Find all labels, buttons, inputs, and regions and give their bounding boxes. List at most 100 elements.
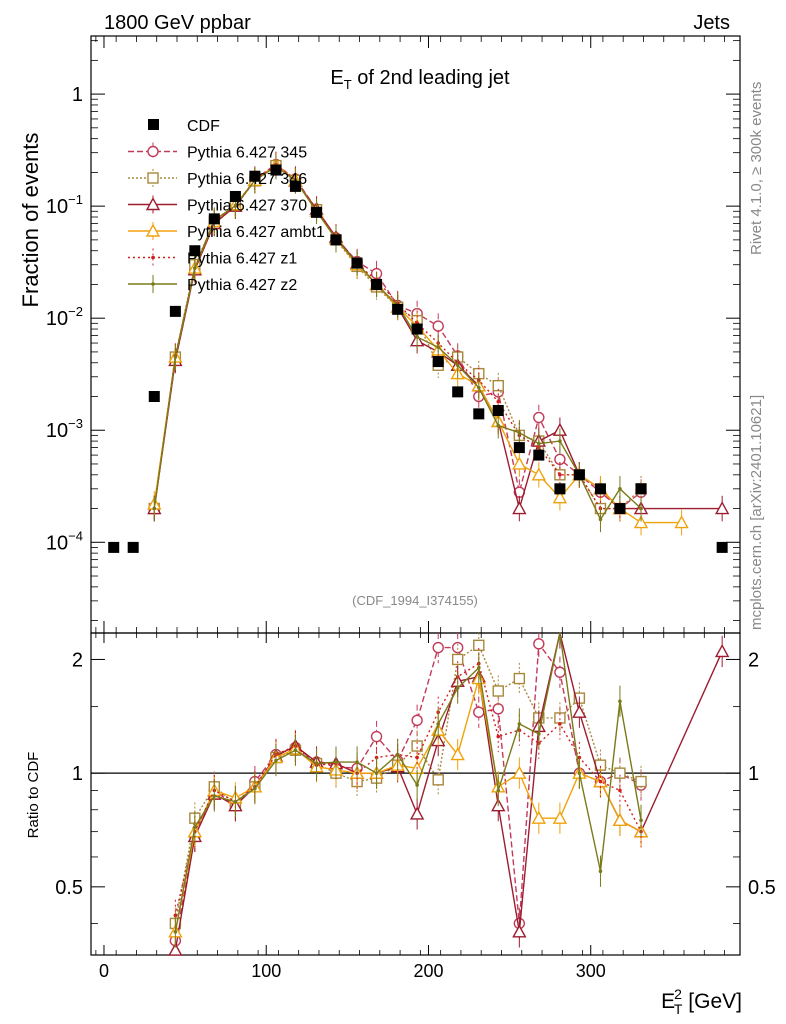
series-point — [558, 473, 562, 477]
data-point — [573, 469, 585, 481]
legend-marker — [151, 255, 155, 260]
ratio-point — [370, 730, 383, 743]
data-point — [249, 170, 261, 182]
series-5 — [152, 153, 643, 948]
series-point — [152, 506, 157, 511]
ratio-point — [512, 765, 527, 779]
x-tick-label: 200 — [413, 961, 443, 981]
legend-marker — [147, 145, 159, 158]
ratio-point — [512, 924, 527, 938]
x-tick-label: 100 — [251, 961, 281, 981]
x-axis-label: E2 T [GeV] — [661, 986, 742, 1017]
series-point — [173, 355, 178, 359]
ratio-point — [415, 755, 419, 760]
series-0 — [148, 151, 647, 955]
ratio-point — [552, 810, 568, 824]
data-point — [513, 442, 525, 454]
legend-entry-0: CDF — [148, 118, 220, 135]
ratio-point — [436, 722, 441, 726]
data-point — [371, 278, 383, 290]
ratio-point — [334, 760, 338, 764]
data-series — [108, 164, 728, 553]
legend-label: Pythia 6.427 ambt1 — [187, 224, 325, 241]
ratio-point — [314, 761, 319, 766]
title-main: E — [330, 67, 343, 89]
ratio-point — [168, 942, 183, 956]
series-point — [558, 439, 562, 443]
y-tick-base: 10 — [46, 308, 68, 330]
data-point — [127, 541, 139, 553]
series-point — [193, 266, 197, 270]
ratio-point — [432, 774, 444, 786]
y-tick-label: 1 — [72, 84, 83, 106]
data-point — [270, 164, 282, 176]
legend-marker — [148, 119, 159, 130]
ratio-point — [598, 869, 603, 874]
ratio-point — [432, 641, 444, 654]
ratio-point — [618, 699, 622, 704]
y-tick-exp: −1 — [68, 192, 83, 207]
xlabel-unit: [GeV] — [682, 990, 742, 1013]
series-point — [496, 423, 501, 428]
ratio-point — [395, 752, 400, 757]
ratio-tick-label-right: 1 — [748, 763, 759, 785]
series-point — [598, 517, 603, 522]
legend-label: Pythia 6.427 z1 — [187, 251, 297, 268]
data-point — [492, 405, 504, 417]
data-point — [716, 541, 728, 553]
ratio-point — [537, 732, 541, 736]
ratio-point — [253, 786, 257, 791]
y-tick-base: 10 — [46, 420, 68, 442]
ratio-line — [174, 632, 642, 932]
title-sub: T — [344, 77, 352, 92]
legend-marker — [151, 282, 155, 286]
data-point — [311, 206, 323, 218]
series-point — [432, 320, 444, 332]
y-tick-base: 10 — [46, 532, 68, 554]
ratio-point — [492, 685, 504, 697]
ratio-point — [476, 666, 481, 670]
ratio-point — [473, 706, 485, 718]
ratio-line — [174, 644, 642, 924]
ratio-point — [233, 799, 238, 804]
ratio-point — [554, 666, 566, 678]
ratio-point — [473, 639, 485, 652]
data-point — [411, 323, 423, 335]
ratio-point — [293, 748, 298, 753]
series-point — [476, 385, 481, 390]
ratio-tick-label-left: 2 — [72, 649, 83, 671]
legend-marker — [145, 223, 161, 237]
ratio-point — [409, 806, 425, 820]
analysis-watermark: (CDF_1994_I374155) — [352, 593, 478, 608]
y-tick-label: 10−3 — [46, 416, 83, 442]
series-point — [415, 335, 419, 339]
y-tick-exp: −3 — [68, 416, 83, 431]
legend-marker — [147, 172, 159, 184]
ratio-point — [374, 771, 379, 775]
data-point — [189, 245, 201, 257]
series-point — [639, 506, 643, 511]
xlabel-sup: 2 — [674, 986, 682, 1002]
series-layer — [108, 151, 730, 956]
ratio-line — [174, 662, 642, 916]
y-tick-base: 10 — [46, 196, 68, 218]
series-3 — [147, 152, 689, 948]
legend: CDF Pythia 6.427 345 Pythia 6.427 346 Pythi… — [128, 118, 325, 294]
series-point — [714, 501, 730, 515]
ratio-point — [496, 788, 501, 793]
ratio-point — [513, 672, 526, 685]
series-4 — [152, 151, 643, 932]
ratio-point — [451, 653, 464, 666]
series-line — [153, 163, 642, 510]
series-point — [618, 487, 622, 491]
data-point — [635, 483, 647, 495]
x-tick-label: 300 — [576, 961, 606, 981]
ratio-point — [598, 779, 603, 784]
y-axis-label: Fraction of events — [18, 133, 43, 308]
series-point — [512, 501, 527, 515]
data-point — [108, 541, 120, 553]
ratio-point — [614, 767, 626, 779]
ratio-point — [274, 758, 278, 763]
ratio-point — [355, 760, 359, 764]
plot-title: ET of 2nd leading jet — [330, 67, 510, 92]
